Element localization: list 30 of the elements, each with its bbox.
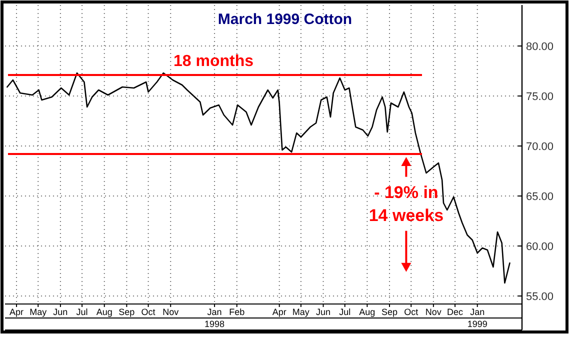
y-tick-label: 80.00 <box>526 41 554 53</box>
x-tick-label: Jul <box>76 307 88 317</box>
x-tick-label: Jan 1998 <box>204 307 225 329</box>
y-tick-label: 70.00 <box>526 141 554 153</box>
annotation: - 19% in 14 weeks <box>368 182 444 225</box>
x-tick-label: Aug <box>96 307 112 317</box>
y-tick-label: 75.00 <box>526 91 554 103</box>
x-tick-label: Apr <box>10 307 24 317</box>
y-tick-label: 60.00 <box>526 241 554 253</box>
x-tick-label: Jan 1999 <box>467 307 488 329</box>
x-tick-label: Jun <box>53 307 68 317</box>
x-tick-label: May <box>292 307 310 317</box>
line-series <box>6 72 510 284</box>
x-tick-label: Apr <box>272 307 286 317</box>
x-tick-label: Nov <box>162 307 180 317</box>
x-tick-label: Oct <box>141 307 156 317</box>
chart-title: March 1999 Cotton <box>218 11 352 28</box>
x-tick-label: May <box>30 307 48 317</box>
x-tick-label: Oct <box>404 307 419 317</box>
x-tick-label: Dec <box>447 307 464 317</box>
x-tick-label: Feb <box>229 307 245 317</box>
x-tick-label: Jun <box>316 307 331 317</box>
ref-line-label: 18 months <box>173 53 254 70</box>
x-tick-label: Aug <box>359 307 376 317</box>
y-tick-label: 65.00 <box>526 191 554 203</box>
x-tick-label: Jul <box>339 307 351 317</box>
x-tick-label: Sep <box>118 307 135 317</box>
y-tick-label: 55.00 <box>526 291 554 303</box>
x-tick-label: Nov <box>425 307 442 317</box>
x-tick-label: Sep <box>382 307 398 317</box>
